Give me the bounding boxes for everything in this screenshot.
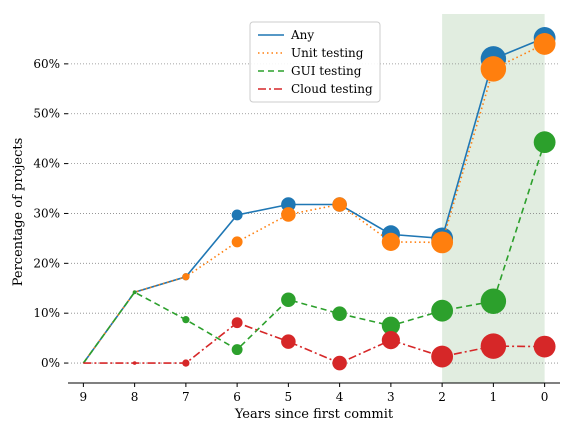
legend-label: GUI testing	[291, 64, 362, 78]
series-layer	[82, 27, 556, 371]
data-point	[231, 317, 243, 329]
data-point	[431, 299, 454, 322]
data-point	[480, 56, 507, 82]
data-point	[182, 316, 190, 324]
data-point	[281, 292, 296, 307]
data-point	[182, 273, 190, 281]
y-tick-label: 50%	[33, 107, 60, 121]
x-tick-label: 8	[131, 390, 139, 404]
data-point	[281, 334, 296, 349]
legend-label: Any	[290, 28, 314, 42]
data-point	[231, 209, 243, 221]
x-tick-label: 7	[182, 390, 190, 404]
data-point	[332, 197, 347, 212]
series-line	[83, 321, 545, 364]
data-point	[231, 344, 243, 356]
data-point	[381, 331, 400, 350]
y-axis-title: Percentage of projects	[11, 138, 26, 287]
x-tick-label: 0	[541, 390, 549, 404]
data-point	[332, 355, 347, 371]
x-tick-label: 9	[80, 390, 88, 404]
x-tick-label: 4	[336, 390, 344, 404]
series-1	[82, 33, 556, 364]
series-3	[83, 317, 556, 371]
y-tick-label: 60%	[33, 57, 60, 71]
data-point	[480, 333, 507, 359]
y-tick-label: 20%	[33, 256, 60, 270]
data-point	[281, 197, 296, 212]
series-line	[82, 37, 545, 364]
legend-label: Cloud testing	[291, 82, 373, 96]
y-tick-label: 30%	[33, 206, 60, 220]
y-tick-label: 10%	[33, 306, 60, 320]
data-point	[332, 306, 347, 321]
data-point	[381, 232, 400, 251]
x-tick-label: 2	[438, 390, 446, 404]
x-tick-label: 1	[490, 390, 498, 404]
x-tick-label: 6	[233, 390, 241, 404]
data-point	[431, 231, 454, 254]
data-point	[480, 288, 507, 314]
y-tick-label: 0%	[41, 356, 60, 370]
data-point	[533, 335, 556, 358]
y-tick-label: 40%	[33, 157, 60, 171]
data-point	[182, 359, 190, 367]
data-point	[132, 361, 137, 365]
data-point	[231, 236, 243, 248]
x-tick-label: 3	[387, 390, 395, 404]
series-line	[82, 141, 546, 364]
series-2	[82, 131, 556, 364]
data-point	[431, 345, 454, 368]
legend-box	[249, 21, 381, 103]
data-point	[281, 207, 296, 222]
data-point	[132, 290, 137, 295]
x-tick-label: 5	[285, 390, 293, 404]
data-point	[533, 131, 556, 154]
data-point	[533, 33, 556, 55]
legend-label: Unit testing	[291, 46, 364, 60]
x-axis-title: Years since first commit	[234, 407, 394, 422]
series-line	[82, 43, 545, 364]
axes-layer: 0% 10% 20% 30% 40% 50% 60% 9 8 7 6 5 4 3 2 1 0	[33, 57, 560, 404]
legend-layer: Any Unit testing GUI testing Cloud testing	[249, 21, 381, 103]
data-point	[381, 316, 400, 335]
